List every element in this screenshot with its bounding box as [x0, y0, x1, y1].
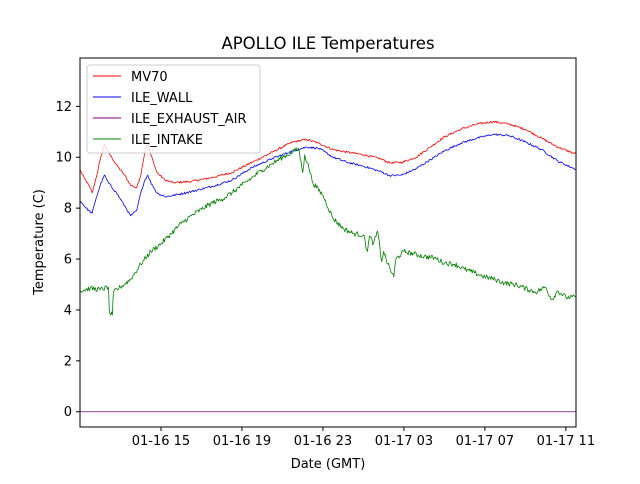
y-tick-label: 2: [64, 354, 72, 369]
series-line-ile-wall: [80, 133, 576, 217]
series-layer: [80, 120, 576, 413]
x-tick-label: 01-17 03: [375, 434, 433, 449]
legend-label-ile-exhaust-air: ILE_EXHAUST_AIR: [131, 112, 247, 127]
x-tick-label: 01-16 23: [294, 434, 352, 449]
y-tick-label: 6: [64, 253, 72, 268]
y-axis-label: Temperature (C): [32, 189, 47, 296]
plot-frame: [79, 57, 577, 428]
chart-title: APOLLO ILE Temperatures: [221, 34, 434, 53]
series-line-mv70: [80, 120, 576, 194]
series-line-ile-intake: [80, 147, 576, 316]
y-tick-label: 8: [64, 202, 72, 217]
x-tick-label: 01-17 07: [456, 434, 514, 449]
x-tick-label: 01-16 19: [213, 434, 271, 449]
y-tick-label: 4: [64, 303, 72, 318]
x-axis: 01-16 15 01-16 19 01-16 23 01-17 03 01-17 07…: [132, 427, 595, 449]
y-tick-label: 12: [55, 100, 72, 115]
x-tick-label: 01-16 15: [132, 434, 190, 449]
legend-box: [86, 64, 261, 154]
x-axis-label: Date (GMT): [291, 457, 366, 472]
y-tick-label: 10: [55, 151, 72, 166]
legend: MV70 ILE_WALL ILE_EXHAUST_AIR ILE_INTAKE: [86, 64, 261, 154]
legend-label-ile-intake: ILE_INTAKE: [131, 133, 203, 148]
legend-label-mv70: MV70: [131, 70, 168, 85]
x-tick-label: 01-17 11: [537, 434, 595, 449]
y-axis: 0 2 4 6 8 10 12: [55, 100, 80, 420]
legend-label-ile-wall: ILE_WALL: [131, 91, 193, 106]
y-tick-label: 0: [64, 405, 72, 420]
